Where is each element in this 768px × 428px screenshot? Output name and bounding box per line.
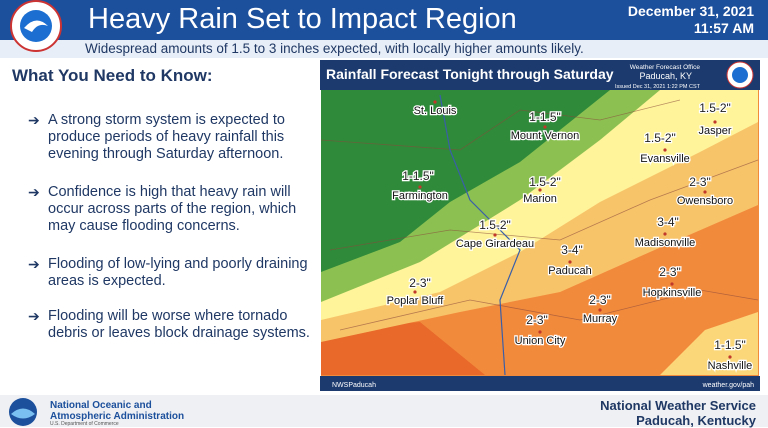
city: Marion	[523, 193, 557, 205]
rain-amount: 3-4"	[561, 243, 583, 257]
city: Evansville	[640, 153, 690, 165]
rain-amount: 2-3"	[689, 175, 711, 189]
band	[660, 312, 758, 375]
city: Hopkinsville	[643, 287, 702, 299]
office-line1: National Weather Service	[600, 398, 756, 413]
office: Weather Forecast Office	[630, 64, 701, 71]
agency-line2: Atmospheric Administration	[50, 411, 185, 422]
rain-amount: 1.5-2"	[529, 175, 561, 189]
rain-amount: 2-3"	[589, 293, 611, 307]
nws-logo	[732, 67, 748, 83]
map: Rainfall Forecast Tonight through Saturd…	[320, 60, 760, 391]
subtitle: Widespread amounts of 1.5 to 3 inches ex…	[85, 41, 584, 56]
rain-amount: 2-3"	[659, 265, 681, 279]
date: December 31, 2021	[627, 3, 754, 19]
bullet: A strong storm system is expected to pro…	[48, 112, 285, 162]
office-city: Paducah, KY	[639, 71, 692, 81]
boundary	[320, 99, 681, 151]
bullet-arrow: ➔	[28, 112, 40, 128]
header-bar	[0, 0, 768, 40]
city: Cape Girardeau	[456, 238, 534, 250]
city: Union City	[515, 335, 566, 347]
bullet: Confidence is high that heavy rain will …	[48, 184, 297, 234]
time: 11:57 AM	[693, 20, 754, 36]
city: Farmington	[392, 190, 448, 202]
rain-amount: 1.5-2"	[479, 218, 511, 232]
city-dot	[703, 190, 707, 194]
boundary	[329, 159, 759, 251]
rain-amount: 1.5-2"	[699, 101, 731, 115]
rain-amount: 2-3"	[526, 313, 548, 327]
rain-amount: 1.5-2"	[644, 131, 676, 145]
map-footer	[320, 376, 760, 391]
rain-amount: 1-1.5"	[714, 338, 746, 352]
river	[439, 94, 521, 376]
city: Paducah	[548, 265, 591, 277]
bullet-arrow: ➔	[28, 184, 40, 200]
footer-bar	[0, 395, 768, 427]
city-dot	[433, 100, 437, 104]
office-line2: Paducah, Kentucky	[636, 413, 756, 428]
city-dot	[663, 232, 667, 236]
city-dot	[418, 185, 422, 189]
noaa-logo	[9, 398, 37, 426]
city-dot	[493, 233, 497, 237]
city: Jasper	[698, 125, 731, 137]
department: U.S. Department of Commerce	[50, 421, 119, 427]
city-dot	[598, 308, 602, 312]
city-dot	[538, 330, 542, 334]
band	[321, 90, 610, 272]
city-dot	[568, 260, 572, 264]
city-dot	[728, 355, 732, 359]
subtitle-bar	[0, 40, 768, 58]
bullet: Flooding will be worse where tornado deb…	[48, 308, 310, 341]
heading: What You Need to Know:	[12, 66, 213, 85]
city: Mount Vernon	[511, 130, 580, 142]
map-header	[320, 60, 760, 90]
city: Poplar Bluff	[387, 295, 445, 307]
map-title: Rainfall Forecast Tonight through Saturd…	[326, 66, 614, 82]
nws-logo	[10, 0, 62, 52]
bullet: Flooding of low-lying and poorly drainin…	[48, 256, 308, 289]
city: St. Louis	[414, 105, 457, 117]
city: Owensboro	[677, 195, 733, 207]
city-dot	[543, 125, 547, 129]
city: Nashville	[708, 360, 753, 372]
city-dot	[670, 282, 674, 286]
city-dot	[538, 188, 542, 192]
rain-amount: 2-3"	[409, 276, 431, 290]
title: Heavy Rain Set to Impact Region	[88, 3, 517, 35]
rain-amount: 1-1.5"	[402, 169, 434, 183]
city-dot	[663, 148, 667, 152]
rain-amount: 1-1.5"	[529, 110, 561, 124]
city-dot	[713, 120, 717, 124]
rain-amount: 3-4"	[657, 215, 679, 229]
agency-line1: National Oceanic and	[50, 400, 152, 411]
band	[321, 322, 485, 375]
issued: Issued Dec 31, 2021 1:22 PM CST	[615, 84, 701, 90]
city: Madisonville	[635, 237, 696, 249]
social: NWSPaducah	[332, 382, 376, 389]
url: weather.gov/pah	[702, 382, 754, 389]
city-dot	[413, 290, 417, 294]
boundary	[339, 289, 759, 331]
city: Murray	[583, 313, 618, 325]
bullet-arrow: ➔	[28, 256, 40, 272]
bullet-arrow: ➔	[28, 308, 40, 324]
